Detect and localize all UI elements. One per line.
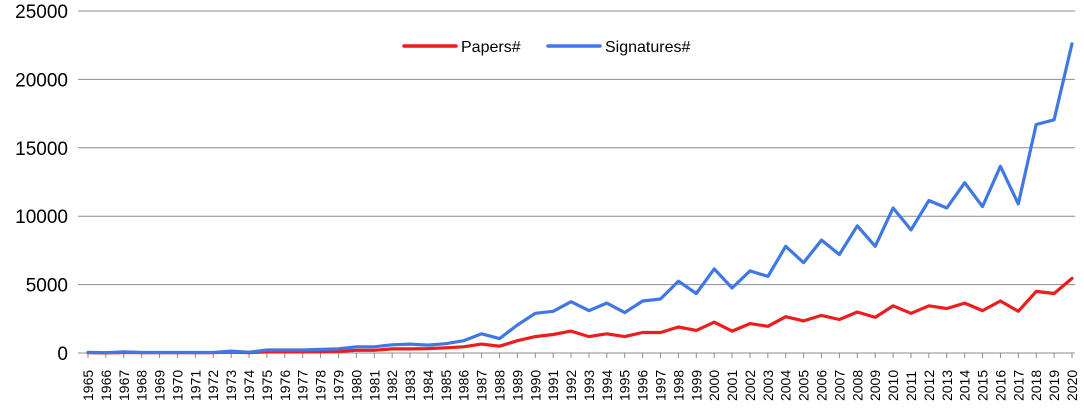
x-tick-label: 1984 xyxy=(420,370,436,401)
x-tick-label: 2006 xyxy=(814,370,830,401)
x-tick-label: 2015 xyxy=(975,370,991,401)
x-tick-label: 1978 xyxy=(313,370,329,401)
x-tick-label: 2018 xyxy=(1028,370,1044,401)
series-line-papers xyxy=(86,276,1074,355)
x-tick-label: 1976 xyxy=(277,370,293,401)
x-tick-label: 1979 xyxy=(330,370,346,401)
x-tick-label: 2020 xyxy=(1064,370,1080,401)
x-tick-label: 1970 xyxy=(169,370,185,401)
x-tick-label: 1988 xyxy=(491,370,507,401)
x-tick-label: 1997 xyxy=(653,370,669,401)
x-tick-label: 1986 xyxy=(456,370,472,401)
x-tick-label: 1999 xyxy=(688,370,704,401)
y-tick-label: 10000 xyxy=(15,207,68,228)
x-tick-label: 1983 xyxy=(402,370,418,401)
x-tick-label: 1965 xyxy=(80,370,96,401)
x-tick-label: 2019 xyxy=(1046,370,1062,401)
x-tick-label: 1972 xyxy=(205,370,221,401)
x-tick-label: 2010 xyxy=(885,370,901,401)
gridlines xyxy=(78,10,1075,354)
x-tick-label: 1991 xyxy=(545,370,561,401)
x-tick-label: 1995 xyxy=(617,370,633,401)
x-tick-label: 1980 xyxy=(348,370,364,401)
x-tick-label: 2003 xyxy=(760,370,776,401)
x-tick-label: 1975 xyxy=(259,370,275,401)
series-line-signatures xyxy=(86,42,1074,355)
x-tick-label: 2009 xyxy=(867,370,883,401)
x-tick-label: 2013 xyxy=(939,370,955,401)
x-tick-label: 1992 xyxy=(563,370,579,401)
x-tick-label: 2008 xyxy=(849,370,865,401)
x-tick-label: 1985 xyxy=(438,370,454,401)
x-tick-label: 2005 xyxy=(796,370,812,401)
x-tick-label: 1998 xyxy=(670,370,686,401)
x-tick-label: 1994 xyxy=(599,370,615,401)
x-tick-label: 1969 xyxy=(152,370,168,401)
x-tick-label: 2004 xyxy=(778,370,794,401)
x-tick-label: 1973 xyxy=(223,370,239,401)
x-tick-label: 2001 xyxy=(724,370,740,401)
legend-label: Signatures# xyxy=(605,39,690,56)
x-tick-label: 1968 xyxy=(134,370,150,401)
x-tick-label: 2000 xyxy=(706,370,722,401)
y-tick-label: 25000 xyxy=(15,2,68,23)
x-tick-label: 1990 xyxy=(527,370,543,401)
x-tick-label: 1971 xyxy=(187,370,203,401)
x-tick-label: 1981 xyxy=(366,370,382,401)
y-tick-label: 20000 xyxy=(15,70,68,91)
legend-label: Papers# xyxy=(461,39,521,56)
x-tick-label: 1996 xyxy=(635,370,651,401)
x-tick-label: 1987 xyxy=(474,370,490,401)
series-lines xyxy=(86,42,1074,355)
x-tick-label: 2002 xyxy=(742,370,758,401)
y-tick-label: 15000 xyxy=(15,139,68,160)
legend: Papers# Signatures# xyxy=(402,39,690,56)
x-tick-label: 2014 xyxy=(957,370,973,401)
x-tick-label: 1974 xyxy=(241,370,257,401)
x-tick-label: 1966 xyxy=(98,370,114,401)
x-tick-label: 2011 xyxy=(903,371,919,401)
x-tick-label: 1989 xyxy=(509,370,525,401)
x-tick-label: 1982 xyxy=(384,370,400,401)
x-tick-label: 1967 xyxy=(116,370,132,401)
x-tick-label: 2017 xyxy=(1010,370,1026,401)
x-tick-label: 2012 xyxy=(921,370,937,401)
y-tick-label: 5000 xyxy=(26,276,68,297)
x-tick-label: 1977 xyxy=(295,370,311,401)
x-tick-label: 1993 xyxy=(581,370,597,401)
y-tick-label: 0 xyxy=(57,344,68,365)
x-tick-label: 2007 xyxy=(831,370,847,401)
x-tick-label: 2016 xyxy=(992,370,1008,401)
